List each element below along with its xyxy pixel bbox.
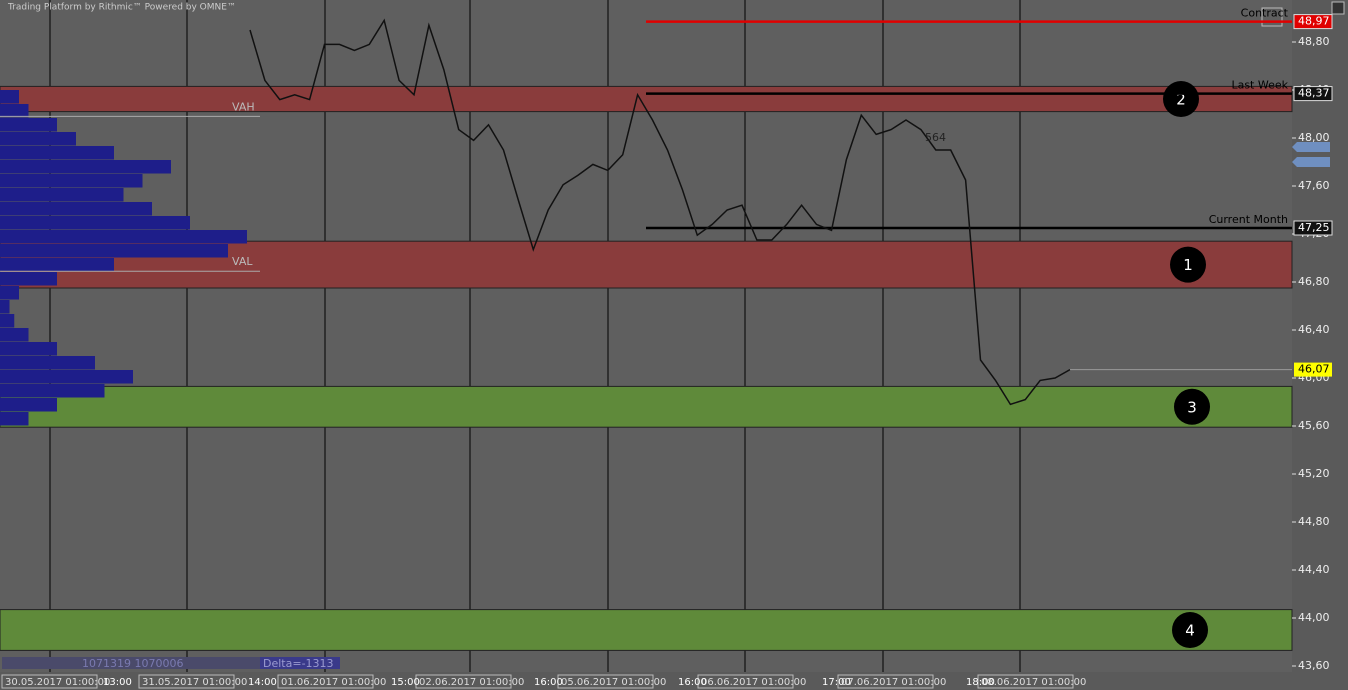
profile-bar: [0, 272, 57, 286]
profile-bar: [0, 342, 57, 356]
profile-bar: [0, 216, 190, 230]
y-tick-label: 47,60: [1298, 179, 1330, 192]
y-tick-label: 44,00: [1298, 611, 1330, 624]
value-area-label: VAH: [232, 100, 255, 113]
date-box: [697, 674, 794, 689]
date-label: 07.06.2017 01:00:00: [841, 677, 946, 688]
delta-box: [260, 657, 340, 669]
profile-bar: [0, 356, 95, 370]
y-tick-label: 44,40: [1298, 563, 1330, 576]
zone-badge: [1170, 246, 1206, 283]
level-value: 48,97: [1298, 15, 1330, 28]
profile-bar: [0, 384, 105, 398]
date-label: 01.06.2017 01:00:00: [281, 677, 386, 688]
profile-bar: [0, 314, 15, 328]
profile-bar: [0, 258, 114, 272]
zone-badge: [1172, 612, 1208, 648]
time-label: 16:00: [534, 677, 563, 688]
date-label: 08.06.2017 01:00:00: [981, 677, 1086, 688]
price-axis: [1292, 0, 1348, 690]
zone-badge: [1174, 388, 1210, 425]
time-label: 13:00: [103, 677, 132, 688]
zone: [0, 385, 1293, 428]
last-price-label: 46,07: [1298, 363, 1330, 376]
footer-volumes: 1071319 1070006: [82, 657, 183, 670]
profile-bar: [0, 370, 133, 384]
profile-bar: [0, 244, 228, 258]
time-label: 14:00: [248, 677, 277, 688]
level-value: 47,25: [1298, 221, 1330, 234]
zone-badge: [1163, 81, 1199, 117]
profile-bar: [0, 398, 57, 412]
date-label: 02.06.2017 01:00:00: [419, 677, 524, 688]
zone: [0, 609, 1293, 651]
profile-bar: [0, 104, 29, 118]
time-label: 18:00: [966, 677, 995, 688]
zone-label: 1: [1183, 256, 1193, 274]
y-tick-label: 46,80: [1298, 275, 1330, 288]
date-label: 31.05.2017 01:00:00: [142, 677, 247, 688]
time-label: 17:00: [822, 677, 851, 688]
date-label: 30.05.2017 01:00:00: [5, 677, 110, 688]
time-label: 16:00: [678, 677, 707, 688]
profile-bar: [0, 160, 171, 174]
date-box: [977, 674, 1074, 689]
zone: [0, 85, 1293, 113]
y-tick-label: 43,60: [1298, 659, 1330, 672]
profile-bar: [0, 174, 143, 188]
date-box: [415, 674, 512, 689]
zone-label: 2: [1176, 91, 1186, 109]
level-name: Last Week: [1231, 79, 1288, 92]
profile-bar: [0, 118, 57, 132]
profile-bar: [0, 132, 76, 146]
date-label: 05.06.2017 01:00:00: [561, 677, 666, 688]
date-box: [837, 674, 934, 689]
y-tick-label: 46,40: [1298, 323, 1330, 336]
date-label: 06.06.2017 01:00:00: [701, 677, 806, 688]
zone-label: 4: [1185, 622, 1195, 640]
y-tick-label: 45,60: [1298, 419, 1330, 432]
order-markers: [1292, 142, 1330, 167]
last-price-tag: [1294, 362, 1332, 377]
profile-bar: [0, 412, 29, 426]
level-tag: [1293, 86, 1333, 102]
level-name: Current Month: [1209, 213, 1288, 226]
y-tick-label: 44,80: [1298, 515, 1330, 528]
price-line: [249, 18, 1071, 406]
play-button[interactable]: [1261, 7, 1283, 27]
level-value: 48,37: [1298, 87, 1330, 100]
y-tick-label: 48,80: [1298, 35, 1330, 48]
footer-bar: [2, 657, 340, 669]
menu-button[interactable]: [1331, 1, 1345, 15]
profile-bar: [0, 328, 29, 342]
zone-label: 3: [1187, 398, 1197, 416]
profile-bar: [0, 300, 10, 314]
profile-bar: [0, 90, 19, 104]
date-box: [138, 674, 235, 689]
level-tag: [1293, 220, 1333, 236]
profile-bar: [0, 146, 114, 160]
profile-bar: [0, 286, 19, 300]
value-area-label: VAL: [232, 255, 253, 268]
profile-bar: [0, 230, 247, 244]
footer-delta: Delta=-1313: [263, 657, 334, 670]
y-tick-label: 48,00: [1298, 131, 1330, 144]
date-box: [277, 674, 374, 689]
platform-title: Trading Platform by Rithmic™ Powered by …: [7, 3, 236, 13]
profile-bar: [0, 188, 124, 202]
date-box: [1, 674, 98, 689]
level-tag: [1293, 14, 1333, 30]
date-box: [557, 674, 654, 689]
time-label: 15:00: [391, 677, 420, 688]
y-tick-label: 45,20: [1298, 467, 1330, 480]
profile-bar: [0, 202, 152, 216]
level-name: Contract: [1241, 7, 1289, 20]
annotation: 564: [925, 131, 946, 144]
time-axis: [0, 672, 1292, 690]
